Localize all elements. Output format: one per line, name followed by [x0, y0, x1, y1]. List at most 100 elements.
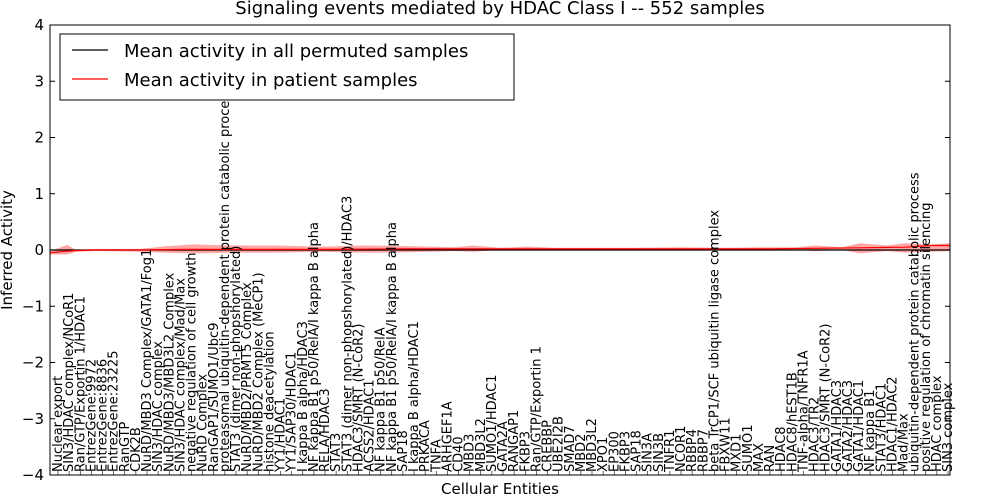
x-tick-label: Ran/GTP/Exportin 1/HDAC1 [73, 296, 88, 472]
x-tick-label: GATA1/HDAC3 [830, 380, 845, 472]
x-tick-label: RBBP7 [696, 429, 711, 472]
series-line-patient [49, 244, 950, 254]
x-tick-label: HDAC8/hEST1B [785, 372, 800, 472]
x-tick-label: TNFA [429, 439, 444, 473]
x-tick-label: CDK2B [129, 427, 144, 472]
x-tick-label: UBE2I2B [552, 416, 567, 472]
x-tick-label: Mad/Max [897, 413, 912, 472]
x-tick-label: SIN3A [641, 433, 656, 472]
x-tick-label: RANGAP1 [507, 410, 522, 472]
x-tick-label: FKBP3 [618, 431, 633, 472]
y-tick-label: −1 [22, 297, 44, 315]
x-tick-label: RELA/HDAC3 [318, 388, 333, 472]
x-tick-label: HDAC3/TR2 [808, 397, 823, 472]
y-tick-label: 3 [34, 72, 44, 90]
x-tick-label: histone deacetylation [262, 331, 277, 472]
x-tick-label: NCOR1 [674, 426, 689, 472]
x-tick-label: ubiquitin-dependent protein catabolic pr… [908, 172, 923, 472]
y-tick-label: 0 [34, 241, 44, 259]
x-tick-label: HDAC8 [774, 426, 789, 472]
x-tick-label: RanGTP [118, 421, 133, 472]
y-tick-labels-layer: −4 −3 −2 −1 0 1 2 3 4 [22, 16, 44, 484]
x-tick-label: SAP18 [630, 430, 645, 472]
x-tick-label: YY1/HDAC1 [274, 398, 289, 473]
x-tick-label: HDAC3/SMRT (N-CoR2) [819, 324, 834, 472]
x-tick-label: STAT3 (dimer non-phopshorylated)/HDAC3 [340, 196, 355, 472]
x-tick-label: I kappa B alpha/HDAC3 [296, 321, 311, 472]
x-tick-label: SUMO1 [741, 425, 756, 473]
x-tick-label: NuRD/MBD3/MBD3L2 Complex [162, 272, 177, 472]
chart-title: Signaling events mediated by HDAC Class … [235, 0, 764, 19]
x-tick-label: TNFR1 [663, 430, 678, 473]
x-tick-label: positive regulation of chromatin silenci… [919, 202, 934, 472]
x-tick-label: MXD1 [730, 434, 745, 472]
x-tick-label: negative regulation of cell growth [185, 252, 200, 472]
x-tick-label: STAT3 (dimer non-phopshorylated) [229, 246, 244, 472]
y-tick-label: 4 [34, 16, 44, 34]
x-tick-label: SIN3 complex [941, 382, 956, 472]
x-tick-label: FKBP3 [518, 431, 533, 472]
x-tick-label: SUMO1/HDAC1 [485, 375, 500, 472]
x-tick-label: NF kappa B1 p50/RelA/I kappa B alpha [307, 222, 322, 472]
x-tick-label: PRKACA [418, 420, 433, 472]
y-tick-label: 1 [34, 185, 44, 203]
x-tick-label: CD40 [452, 436, 467, 472]
x-tick-label: RanGAP1/SUMO1/Ubc9 [207, 323, 222, 472]
x-tick-label: MBD3L2 [585, 418, 600, 472]
y-tick-label: 2 [34, 129, 44, 147]
y-tick-label: −4 [22, 466, 44, 484]
x-tick-label: STAT3/HDAC1 [874, 383, 889, 472]
y-tick-label: −3 [22, 410, 44, 428]
x-tick-label: TNF-alpha/TNFR1A [796, 350, 811, 473]
x-axis-label: Cellular Entities [441, 480, 559, 498]
x-tick-label: MAX [752, 443, 767, 472]
x-tick-label: NuRD/MBD2 Complex (MeCP1) [251, 272, 266, 472]
x-tick-label: SAP18 [396, 430, 411, 472]
x-tick-label: STAT3 [329, 433, 344, 472]
x-tick-label: ARHGEF1A [440, 401, 455, 472]
x-tick-label: MBD3 [463, 434, 478, 472]
x-tick-label: GATA1/HDAC1 [852, 380, 867, 472]
x-tick-label: NF kappa B1 p50/RelA [374, 327, 389, 472]
x-tick-label: Ran/GTP/Exportin 1 [529, 346, 544, 472]
x-tick-label: EP300 [607, 431, 622, 472]
axes-layer [49, 24, 951, 476]
x-tick-label: HDAC1/HDAC2 [885, 376, 900, 472]
x-tick-label: MBD2 [574, 434, 589, 472]
x-tick-label: NuRD/MBD2/PRMT5 Complex [240, 282, 255, 472]
x-tick-label: YY1/SAP30/HDAC1 [285, 352, 300, 473]
x-tick-label: NF kappa B1 [863, 390, 878, 472]
x-tick-label: MBD3L2 [474, 418, 489, 472]
x-tick-label: FBXW11 [719, 417, 734, 472]
x-tick-label: NuRD/MBD3 Complex/GATA1/Fog1 [140, 249, 155, 472]
x-tick-label: proteasomal ubiquitin-dependent protein … [218, 87, 233, 472]
x-tick-label: GATA2A [496, 421, 511, 472]
x-tick-label: EntrezGene:9972 [84, 359, 99, 472]
x-tick-label: SIN3/HDAC complex/Mad/Max [173, 278, 188, 472]
x-tick-label: EntrezGene:8836 [96, 359, 111, 472]
x-tick-label: SIN3B [652, 433, 667, 472]
legend-label-patient: Mean activity in patient samples [124, 70, 418, 91]
y-tick-label: −2 [22, 354, 44, 372]
y-axis-label: Inferred Activity [0, 190, 16, 310]
x-tick-label: XPO1 [596, 437, 611, 472]
x-tick-label: beta TrCP1/SCF ubiquitin ligase complex [707, 210, 722, 472]
legend-box [59, 33, 515, 101]
x-tick-label: NF kappa B1 p50/RelA/I kappa B alpha [385, 222, 400, 472]
series-layer [49, 244, 950, 254]
x-tick-label: SIN3/HDAC complex [151, 341, 166, 472]
x-tick-label: EntrezGene:23225 [107, 351, 122, 472]
x-tick-label: RAN [763, 445, 778, 472]
x-tick-label: SIN3/HDAC complex/NCoR1 [62, 293, 77, 472]
x-tick-label: HDAC complex [930, 375, 945, 472]
x-tick-label: RBBP4 [685, 429, 700, 472]
x-tick-label: ACSS2/HDAC1 [363, 380, 378, 472]
x-tick-label: CREBBP [541, 420, 556, 472]
x-tick-label: SMAD7 [563, 425, 578, 472]
legend-label-permuted: Mean activity in all permuted samples [124, 41, 468, 62]
x-tick-label: I kappa B alpha/HDAC1 [407, 321, 422, 472]
x-tick-label: Nuclear export [51, 376, 66, 472]
x-tick-label: GATA2/HDAC3 [841, 380, 856, 472]
